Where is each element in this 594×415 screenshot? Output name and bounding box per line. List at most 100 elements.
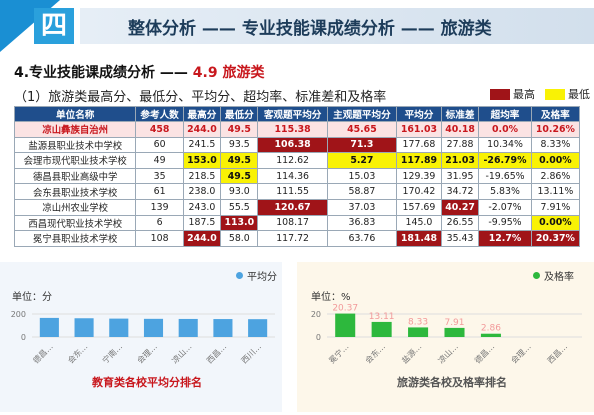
x-tick-label: 西昌…	[546, 342, 569, 365]
legend-high-swatch	[490, 88, 510, 100]
table-body: 凉山彝族自治州 458 244.0 49.5 115.38 45.65 161.03 40.1…	[13, 121, 581, 247]
bar	[408, 327, 429, 337]
bar-value-label: 13.11	[369, 312, 395, 322]
table-cell: 120.67	[257, 198, 328, 216]
table-cell: 108	[135, 230, 184, 247]
table-cell: 26.55	[440, 214, 480, 232]
school-name-cell: 会理市现代职业技术学校	[13, 152, 137, 169]
table-cell: 13.11%	[530, 183, 581, 200]
table-cell: 61	[135, 183, 184, 200]
left-legend: 平均分	[236, 268, 277, 283]
table-header-row: 单位名称 参考人数 最高分 最低分 客观题平均分 主观题平均分 平均分 标准差 超均率 及格率	[13, 106, 581, 122]
subtitle: 4.专业技能课成绩分析 —— 4.9 旅游类	[14, 62, 265, 82]
legend-high-label: 最高	[513, 88, 535, 101]
table-cell: 161.03	[396, 121, 442, 138]
right-legend-label: 及格率	[544, 272, 574, 283]
left-unit-label: 单位：分	[12, 292, 52, 303]
table-cell: 40.18	[440, 121, 480, 138]
left-chart-panel: 平均分 单位：分 0 200 德昌… 会东… 宁南… 会理… 凉山… 西昌… 西川… 教育类各校…	[0, 262, 282, 412]
school-name-cell: 凉山州农业学校	[13, 198, 137, 216]
table-cell: 5.83%	[478, 183, 532, 200]
table-header-cell: 参考人数	[135, 106, 184, 122]
table-row: 德昌县职业高级中学 35 218.5 49.5 114.36 15.03 129.39 31.…	[13, 167, 581, 185]
table-cell: 27.88	[440, 136, 480, 154]
bar-value-label: 20.37	[332, 304, 358, 314]
table-cell: 35	[135, 167, 184, 185]
table-cell: 7.91%	[530, 198, 581, 216]
bar	[335, 313, 356, 337]
x-tick-label: 西昌…	[205, 342, 228, 365]
table-cell: -19.65%	[478, 167, 532, 185]
table-cell: 112.62	[257, 152, 328, 169]
table-cell: 106.38	[257, 136, 328, 154]
table-cell: 114.36	[257, 167, 328, 185]
table-cell: 129.39	[396, 167, 442, 185]
table-cell: 20.37%	[530, 230, 581, 247]
bar-value-label: 8.33	[408, 317, 428, 327]
table-header-cell: 及格率	[530, 106, 581, 122]
table-cell: 49.5	[220, 152, 259, 169]
table-cell: 243.0	[182, 198, 222, 216]
bar	[371, 321, 392, 337]
table-cell: 6	[135, 214, 184, 232]
x-tick-label: 凉山…	[436, 341, 460, 365]
table-cell: 5.27	[326, 152, 398, 169]
table-cell: 458	[135, 121, 184, 138]
school-name-cell: 西昌现代职业技术学校	[13, 214, 137, 232]
table-cell: 10.34%	[478, 136, 532, 154]
table-cell: 58.87	[326, 183, 398, 200]
school-name-cell: 会东县职业技术学校	[13, 183, 137, 200]
bar	[480, 333, 501, 337]
table-cell: 8.33%	[530, 136, 581, 154]
table-header-cell: 平均分	[396, 106, 442, 122]
table-row: 会理市现代职业技术学校 49 153.0 49.5 112.62 5.27 117.89 21…	[13, 152, 581, 169]
x-tick-label: 西川…	[240, 342, 263, 365]
bar	[109, 318, 129, 337]
table-row: 盐源县职业技术中学校 60 241.5 93.5 106.38 71.3 177.68 27.…	[13, 136, 581, 154]
table-row: 会东县职业技术学校 61 238.0 93.0 111.55 58.87 170.42 34.…	[13, 183, 581, 200]
x-tick-label: 会理…	[509, 341, 533, 365]
table-cell: 63.76	[326, 230, 398, 247]
table-cell: 139	[135, 198, 184, 216]
x-tick-label: 会东…	[363, 341, 387, 365]
table-cell: 111.55	[257, 183, 328, 200]
table-cell: 49	[135, 152, 184, 169]
table-cell: 145.0	[396, 214, 442, 232]
table-cell: 218.5	[182, 167, 222, 185]
bar	[178, 318, 198, 337]
bar	[39, 317, 59, 337]
table-cell: 49.5	[220, 167, 259, 185]
table-cell: 0.0%	[478, 121, 532, 138]
page-title: 整体分析 —— 专业技能课成绩分析 —— 旅游类	[128, 19, 492, 39]
table-header-cell: 超均率	[478, 106, 532, 122]
bar	[143, 318, 164, 337]
right-legend: 及格率	[533, 268, 574, 283]
right-unit-label: 单位：%	[311, 292, 351, 303]
y-tick-label: 0	[316, 333, 321, 342]
school-name-cell: 冕宁县职业技术学校	[13, 230, 137, 247]
table-row: 凉山州农业学校 139 243.0 55.5 120.67 37.03 157.69 40.2…	[13, 198, 581, 216]
left-chart-title: 教育类各校平均分排名	[92, 376, 202, 389]
table-cell: 157.69	[396, 198, 442, 216]
school-name-cell: 德昌县职业高级中学	[13, 167, 137, 185]
table-cell: 244.0	[182, 230, 222, 247]
left-legend-dot	[236, 272, 243, 279]
table-cell: 238.0	[182, 183, 222, 200]
table-cell: 58.0	[220, 230, 259, 247]
table-header-cell: 最低分	[220, 106, 259, 122]
table-cell: 93.0	[220, 183, 259, 200]
left-legend-label: 平均分	[247, 272, 277, 283]
table-cell: 49.5	[220, 121, 259, 138]
table-cell: 31.95	[440, 167, 480, 185]
table-cell: 60	[135, 136, 184, 154]
table-cell: 177.68	[396, 136, 442, 154]
bar-value-label: 2.86	[481, 324, 501, 334]
table-cell: -2.07%	[478, 198, 532, 216]
table-cell: 113.0	[220, 214, 259, 232]
table-cell: -9.95%	[478, 214, 532, 232]
table-cell: 108.17	[257, 214, 328, 232]
x-tick-label: 会理…	[135, 341, 159, 365]
header: 四 整体分析 —— 专业技能课成绩分析 —— 旅游类	[0, 0, 594, 56]
y-tick-label: 20	[311, 310, 321, 319]
table-row: 凉山彝族自治州 458 244.0 49.5 115.38 45.65 161.03 40.1…	[13, 121, 581, 138]
